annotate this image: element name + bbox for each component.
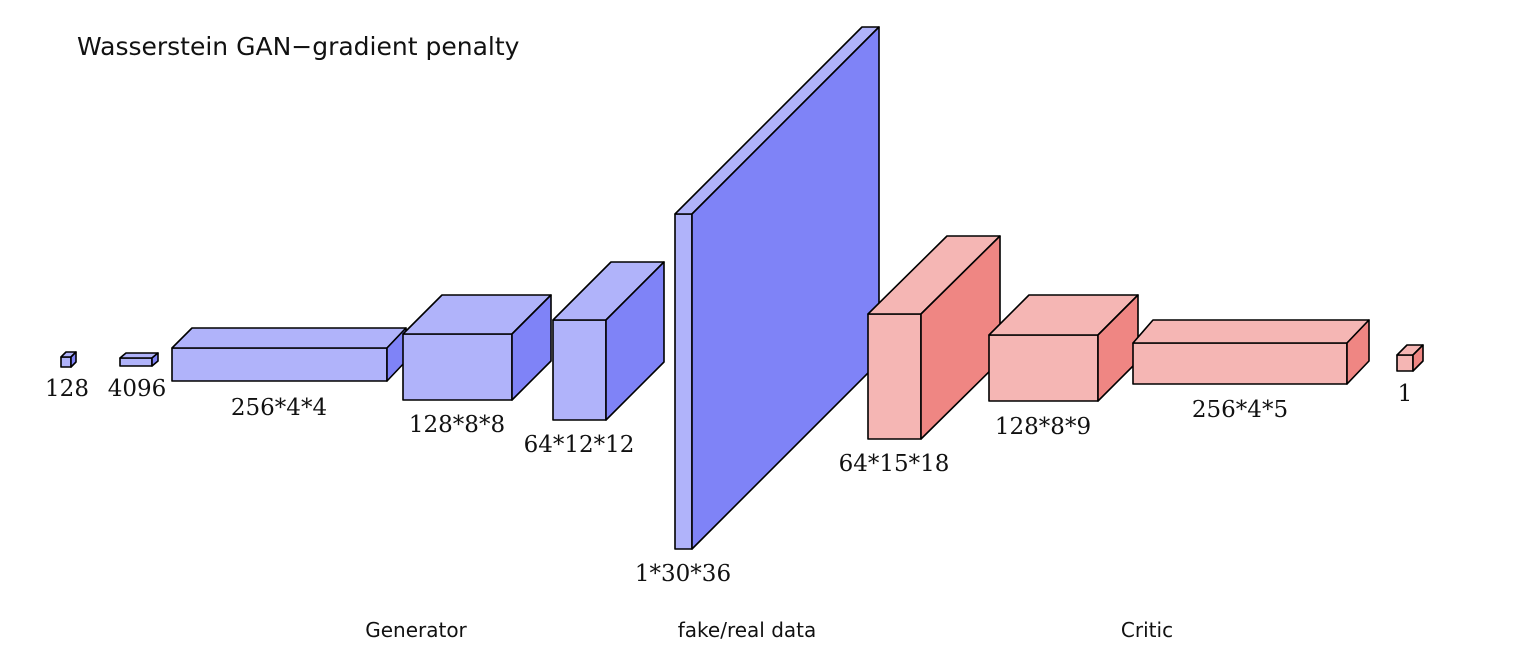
diagram-title: Wasserstein GAN−gradient penalty [77, 32, 520, 61]
layer-blocks [60, 26, 1424, 550]
layer-block-critic-128-8-9 [988, 294, 1139, 402]
layer-block-gen-256-4-4 [171, 327, 407, 382]
layer-label-critic-256-4-5: 256*4*5 [1192, 397, 1288, 423]
block-side-face [70, 351, 77, 368]
block-top-face [1132, 319, 1370, 344]
block-side-face [1412, 344, 1424, 372]
layer-label-gen-128-8-8: 128*8*8 [409, 412, 505, 438]
layer-block-critic-256-4-5 [1132, 319, 1370, 385]
layer-label-gen-256-4-4: 256*4*4 [231, 395, 327, 421]
block-front-face [119, 357, 153, 367]
dimension-labels: 128 4096 256*4*4 128*8*8 64*12*12 1*30*3… [45, 376, 1412, 587]
layer-block-critic-64-15-18 [867, 235, 1001, 440]
section-label-critic: Critic [1121, 618, 1173, 642]
layer-label-dense: 4096 [108, 376, 167, 402]
block-front-face [552, 319, 607, 421]
section-label-data: fake/real data [678, 618, 817, 642]
layer-block-dense [119, 352, 159, 367]
block-side-face [605, 261, 665, 421]
block-front-face [60, 356, 72, 368]
block-front-face [988, 334, 1099, 402]
section-labels: Generator fake/real data Critic [365, 618, 1173, 642]
block-front-face [171, 347, 388, 382]
layer-block-critic-output [1396, 344, 1424, 372]
layer-block-data-1-30-36 [674, 26, 880, 550]
block-front-face [867, 313, 922, 440]
block-front-face [674, 213, 693, 550]
layer-label-critic-128-8-9: 128*8*9 [995, 414, 1091, 440]
layer-block-gen-128-8-8 [402, 294, 552, 401]
block-side-face [151, 352, 159, 367]
block-front-face [402, 333, 513, 401]
layer-label-data-1-30-36: 1*30*36 [635, 561, 731, 587]
layer-block-input-noise [60, 351, 77, 368]
block-side-face [1346, 319, 1370, 385]
section-label-generator: Generator [365, 618, 467, 642]
layer-label-input-noise: 128 [45, 376, 89, 402]
block-front-face [1396, 354, 1414, 372]
block-side-face [511, 294, 552, 401]
layer-label-critic-output: 1 [1398, 381, 1413, 407]
layer-block-gen-64-12-12 [552, 261, 665, 421]
block-top-face [171, 327, 407, 349]
layer-label-gen-64-12-12: 64*12*12 [524, 432, 635, 458]
block-front-face [1132, 342, 1348, 385]
layer-label-critic-64-15-18: 64*15*18 [839, 451, 950, 477]
